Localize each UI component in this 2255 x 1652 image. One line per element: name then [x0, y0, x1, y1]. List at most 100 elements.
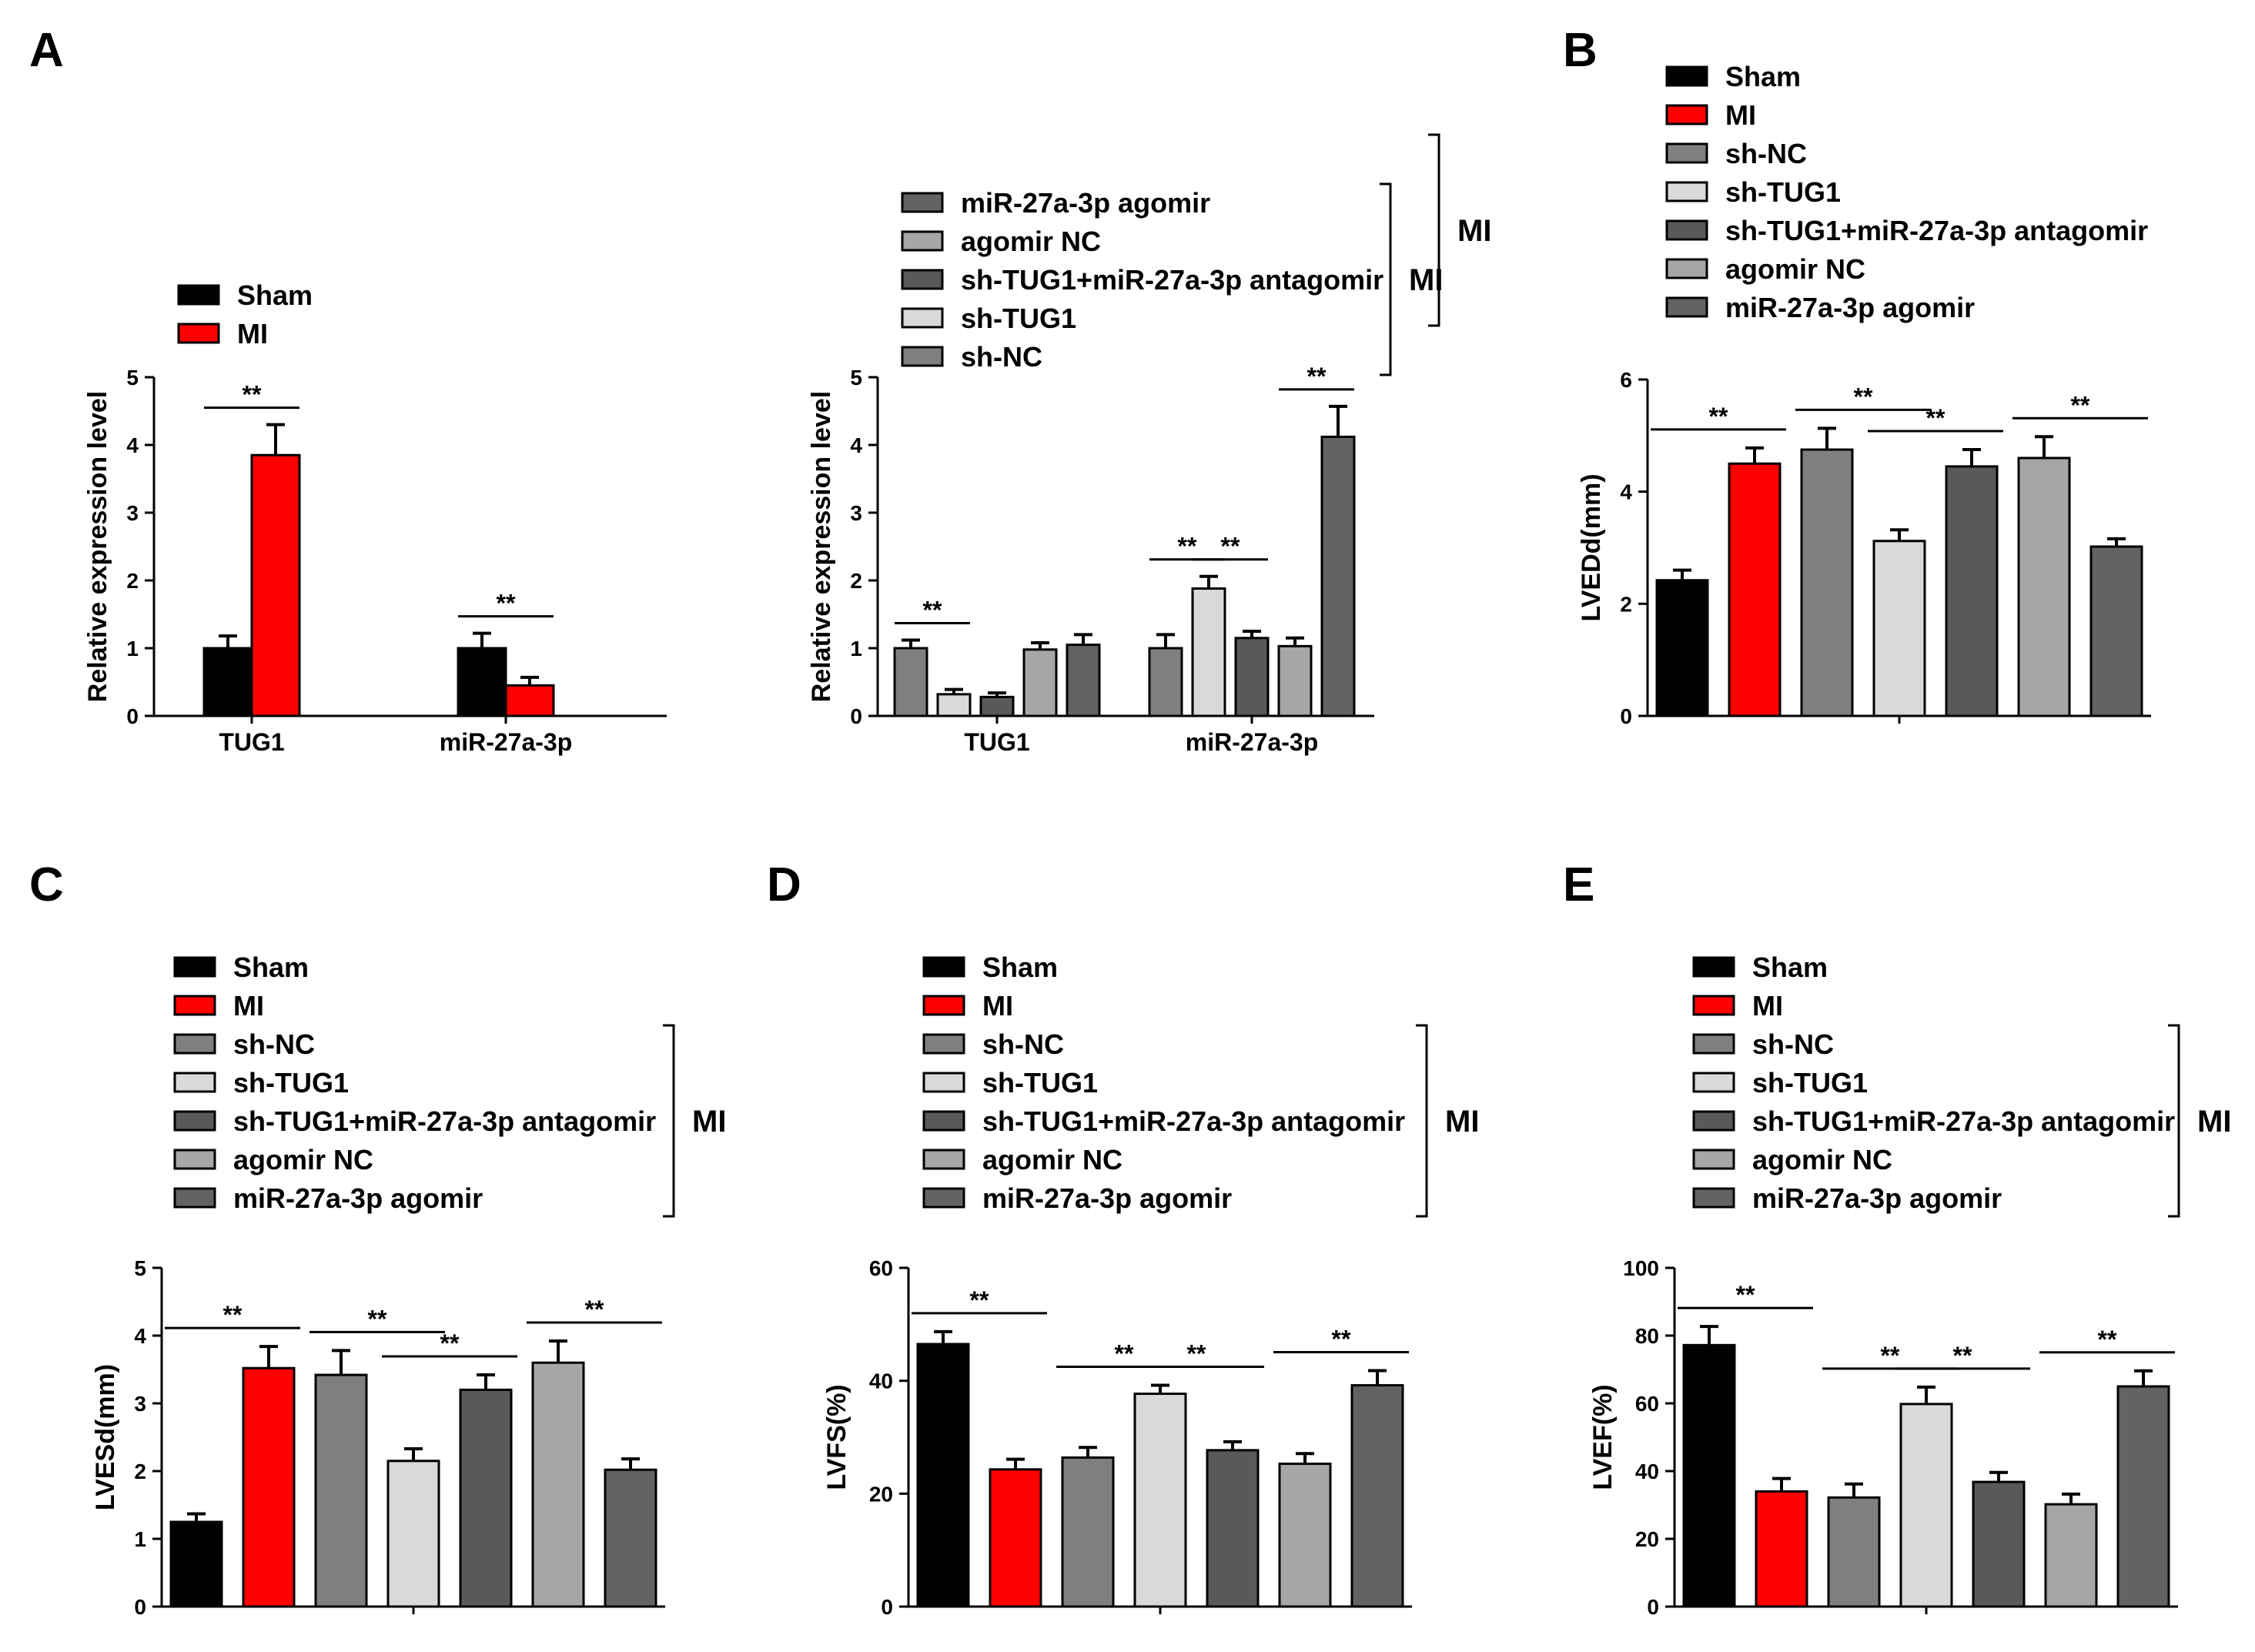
- legend-swatch-b: [1665, 181, 1708, 202]
- legend-label-a2: agomir NC: [961, 226, 1101, 257]
- bar-d: [989, 1468, 1042, 1608]
- bar-c: [459, 1388, 513, 1608]
- bar-a2: [1277, 644, 1313, 717]
- legend-group-label-d: MI: [1445, 1105, 1479, 1139]
- legend-label-d: Sham: [982, 951, 1058, 983]
- significance-label-a2: **: [1307, 363, 1327, 390]
- x-tick-label-a2: TUG1: [964, 728, 1029, 756]
- legend-label-c: Sham: [233, 951, 309, 983]
- legend-label-a: Sham: [237, 279, 313, 311]
- legend-swatch-e: [1692, 1033, 1735, 1055]
- legend-label-c: MI: [233, 990, 264, 1022]
- legend-swatch-a2: [901, 307, 944, 329]
- bar-b: [1872, 540, 1926, 717]
- legend-label-c: sh-TUG1: [233, 1067, 349, 1099]
- legend-label-b: sh-TUG1: [1725, 176, 1841, 208]
- significance-label-e: **: [1736, 1281, 1755, 1309]
- bar-c: [604, 1468, 657, 1608]
- significance-label-c: **: [223, 1301, 243, 1329]
- bar-e: [2044, 1503, 2098, 1608]
- legend-label-a2: sh-TUG1: [961, 303, 1076, 334]
- significance-label-e: **: [1953, 1342, 1972, 1369]
- legend-swatch-d: [922, 1110, 965, 1132]
- legend-swatch-a2: [901, 269, 944, 290]
- y-tick-label-a2: 0: [850, 704, 862, 728]
- bar-a2: [1148, 647, 1183, 717]
- bar-a: [457, 647, 507, 717]
- chart-panel-a-right: TUG1 miR-27a-3p ** ** ** ** 0 1 2 3 4 5 Relative exp…: [807, 182, 1443, 756]
- significance-label-a2: **: [923, 596, 942, 624]
- significance-label-d: **: [1187, 1340, 1206, 1368]
- significance-label-b: **: [1926, 404, 1946, 432]
- y-tick-label-c: 2: [134, 1460, 146, 1483]
- legend-group-bracket-d: [1416, 1024, 1428, 1218]
- bar-a2: [1022, 648, 1058, 717]
- significance-label-b: **: [1709, 403, 1728, 430]
- legend-swatch-c: [173, 1110, 216, 1132]
- chart-panel-e: ** ** ** ** 0 20 40 60 80 100 LVEF(%) Sham MI sh-NC sh…: [1588, 951, 2231, 1619]
- legend-swatch-c: [173, 1149, 216, 1170]
- y-tick-label-a2: 3: [850, 501, 862, 525]
- bar-e: [1682, 1343, 1736, 1608]
- legend-swatch-e: [1692, 1110, 1735, 1132]
- y-tick-label-e: 80: [1635, 1324, 1659, 1348]
- legend-swatch-e: [1692, 1187, 1735, 1209]
- significance-label-c: **: [440, 1329, 460, 1357]
- y-tick-label-d: 20: [869, 1482, 893, 1506]
- legend-swatch-d: [922, 956, 965, 978]
- legend-swatch-d: [922, 1149, 965, 1170]
- bar-e: [2116, 1385, 2170, 1608]
- legend-label-d: sh-TUG1: [982, 1067, 1098, 1099]
- legend-label-e: agomir NC: [1752, 1144, 1892, 1175]
- legend-swatch-d: [922, 1033, 965, 1055]
- legend-label-c: sh-TUG1+miR-27a-3p antagomir: [233, 1105, 656, 1137]
- bar-e: [1755, 1490, 1808, 1608]
- legend-group-label-b: MI: [1457, 214, 1491, 248]
- bar-b: [1945, 465, 1999, 717]
- legend-swatch-e: [1692, 1149, 1735, 1170]
- significance-label-c: **: [585, 1296, 604, 1323]
- bar-c: [242, 1366, 296, 1608]
- legend-label-e: sh-NC: [1752, 1028, 1834, 1060]
- legend-label-d: MI: [982, 990, 1013, 1022]
- legend-label-b: MI: [1725, 99, 1756, 131]
- legend-label-a2: sh-NC: [961, 341, 1042, 373]
- legend-label-d: miR-27a-3p agomir: [982, 1182, 1232, 1214]
- legend-label-a2: sh-TUG1+miR-27a-3p antagomir: [961, 264, 1383, 296]
- legend-swatch-b: [1665, 104, 1708, 125]
- significance-label-e: **: [2098, 1326, 2117, 1353]
- bar-a2: [1234, 637, 1270, 717]
- y-tick-label-e: 100: [1623, 1256, 1659, 1280]
- y-tick-label-c: 5: [134, 1256, 146, 1280]
- legend-label-b: sh-NC: [1725, 138, 1807, 169]
- y-tick-label-c: 1: [134, 1527, 146, 1551]
- y-axis-label-b: LVEDd(mm): [1577, 473, 1606, 621]
- legend-swatch-a2: [901, 346, 944, 367]
- legend-swatch-c: [173, 1072, 216, 1093]
- y-tick-label-a2: 5: [850, 366, 862, 390]
- bar-d: [1278, 1462, 1332, 1608]
- legend-label-e: MI: [1752, 990, 1783, 1022]
- y-tick-label-b: 2: [1620, 592, 1632, 616]
- bar-d: [916, 1343, 970, 1608]
- significance-label-d: **: [1332, 1325, 1351, 1353]
- legend-group-label-c: MI: [692, 1105, 726, 1139]
- panel-label-d: D: [767, 858, 801, 911]
- legend-swatch-a: [177, 323, 220, 344]
- y-axis-label-e: LVEF(%): [1588, 1384, 1618, 1490]
- legend-swatch-b: [1665, 296, 1708, 318]
- bar-a2: [1066, 644, 1101, 717]
- significance-label-b: **: [2071, 391, 2090, 419]
- bar-a: [202, 647, 253, 717]
- y-tick-label-a2: 1: [850, 637, 862, 660]
- legend-label-b: agomir NC: [1725, 253, 1865, 285]
- x-tick-label-a2: miR-27a-3p: [1186, 728, 1319, 756]
- legend-label-d: sh-TUG1+miR-27a-3p antagomir: [982, 1105, 1405, 1137]
- significance-label-b: **: [1854, 383, 1873, 410]
- legend-label-d: sh-NC: [982, 1028, 1064, 1060]
- bar-b: [1728, 462, 1782, 717]
- panel-label-e: E: [1563, 858, 1594, 911]
- y-tick-label-d: 0: [881, 1595, 893, 1619]
- significance-label-c: **: [368, 1305, 387, 1333]
- bar-e: [1899, 1403, 1953, 1608]
